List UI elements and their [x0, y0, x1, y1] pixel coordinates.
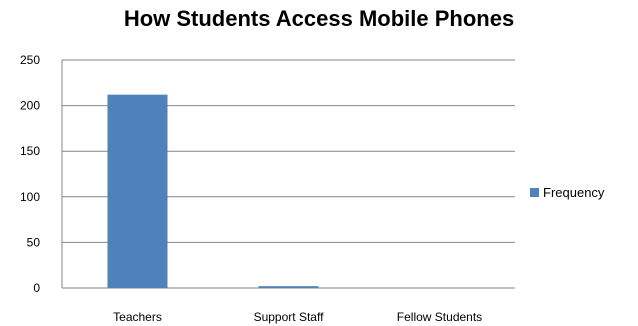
legend-swatch — [530, 188, 539, 197]
y-tick-label: 250 — [20, 53, 40, 67]
y-tick-label: 0 — [33, 281, 40, 295]
chart-title: How Students Access Mobile Phones — [123, 6, 515, 31]
bar — [258, 286, 319, 288]
y-tick-label: 200 — [20, 99, 40, 113]
x-tick-label: Fellow Students — [397, 310, 482, 324]
x-tick-label: Teachers — [113, 310, 162, 324]
y-tick-label: 150 — [20, 144, 40, 158]
x-tick-label: Support Staff — [254, 310, 324, 324]
legend-label: Frequency — [543, 185, 605, 200]
bar — [107, 94, 168, 288]
y-tick-label: 100 — [20, 190, 40, 204]
y-tick-label: 50 — [27, 235, 41, 249]
